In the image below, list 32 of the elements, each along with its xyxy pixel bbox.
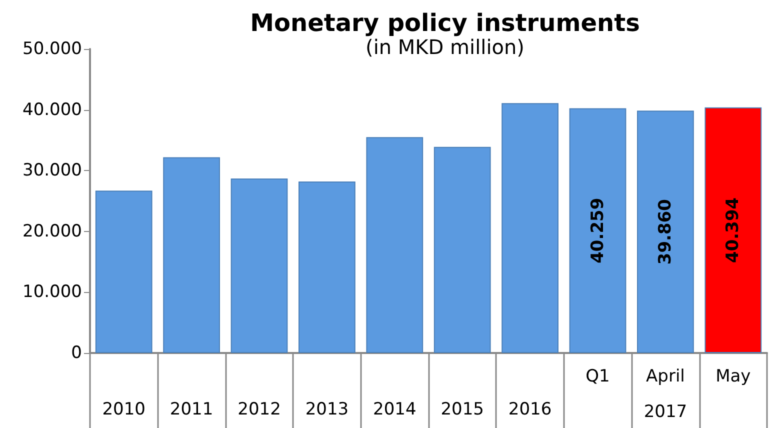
x-tick-label: 2011 xyxy=(170,400,214,420)
y-tick-label: 30.000 xyxy=(22,160,82,181)
bar xyxy=(637,110,694,353)
y-tick-label: 50.000 xyxy=(22,39,82,59)
data-label: 39.860 xyxy=(655,198,676,265)
x-tick-label: 2012 xyxy=(238,400,281,420)
x-tick-label: April xyxy=(646,366,685,386)
bar xyxy=(230,178,288,353)
bar xyxy=(704,107,762,353)
y-tick-label: 20.000 xyxy=(22,221,82,242)
x-tick-label: May xyxy=(716,366,751,386)
bar xyxy=(569,108,626,353)
bar xyxy=(95,190,152,353)
chart-subtitle: (in MKD million) xyxy=(366,35,524,59)
x-tick-label: 2015 xyxy=(440,400,484,420)
bar xyxy=(366,137,424,353)
bar xyxy=(502,103,558,353)
y-tick-label: 10.000 xyxy=(22,282,82,302)
x-tick-label: Q1 xyxy=(586,366,610,386)
bar xyxy=(163,157,220,353)
x-tick-label: 2016 xyxy=(508,400,552,420)
y-tick-label: 0 xyxy=(71,343,82,363)
bar xyxy=(298,182,356,353)
x-tick-label: 2014 xyxy=(373,400,416,420)
y-tick-label: 40.000 xyxy=(22,100,82,120)
data-label: 40.394 xyxy=(723,197,744,264)
text: 2017 xyxy=(644,402,688,422)
x-tick-label: 2013 xyxy=(305,400,349,420)
bar xyxy=(434,146,491,353)
x-tick-label: 2010 xyxy=(102,400,146,420)
data-label: 40.259 xyxy=(588,198,608,264)
chart-title: Monetary policy instruments xyxy=(250,9,640,37)
